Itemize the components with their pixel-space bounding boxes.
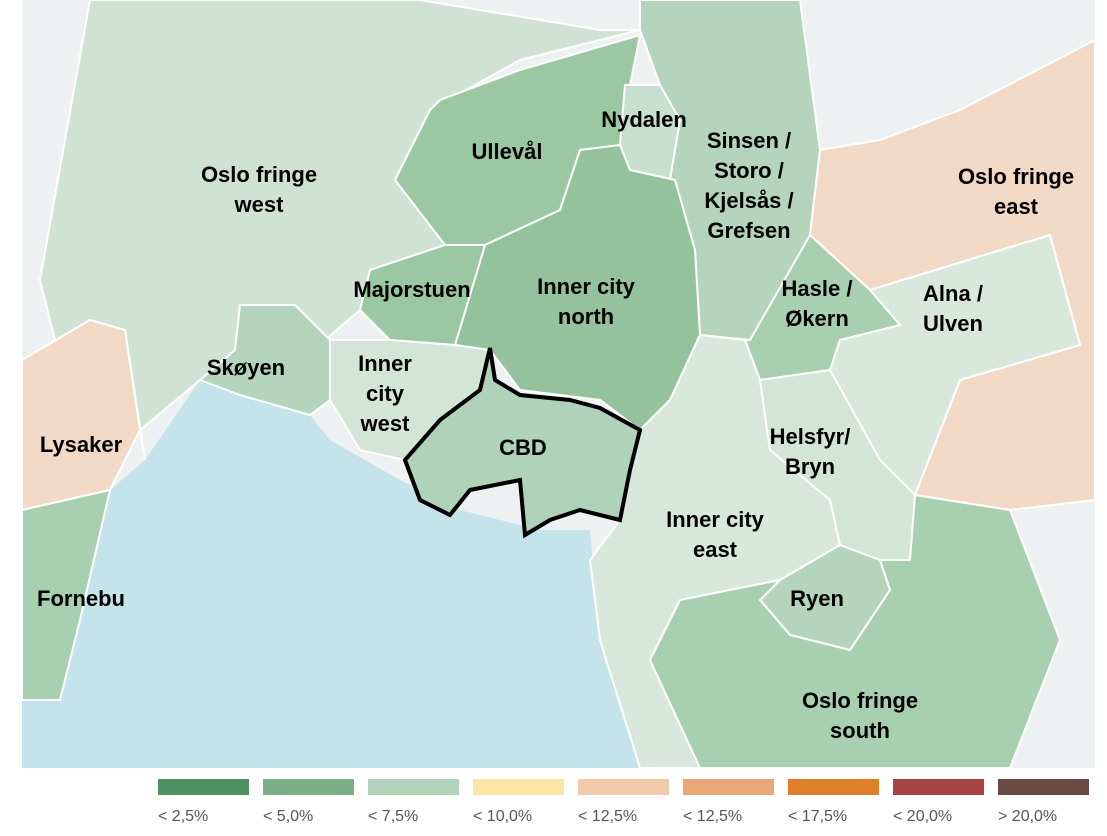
region-label: city (366, 381, 405, 406)
legend-label: < 12,5% (578, 808, 637, 825)
region-label: Sinsen / (707, 128, 791, 153)
region-label: Oslo fringe (201, 162, 317, 187)
legend-swatch (368, 779, 459, 795)
region-label: Inner city (666, 507, 765, 532)
water (22, 380, 640, 768)
legend-label: < 20,0% (893, 808, 952, 825)
legend-label: < 7,5% (368, 808, 418, 825)
region-label: east (994, 194, 1039, 219)
region-label: Helsfyr/ (770, 424, 851, 449)
region-label: Økern (785, 306, 849, 331)
region-label: Fornebu (37, 586, 125, 611)
legend-label: < 5,0% (263, 808, 313, 825)
region-label: Oslo fringe (802, 688, 918, 713)
legend-swatch (683, 779, 774, 795)
region-label: Hasle / (782, 276, 853, 301)
legend-label: < 2,5% (158, 808, 208, 825)
region-labels: Oslo fringe west Ullevål Nydalen Sinsen / Sto… (37, 107, 1074, 743)
region-area (402, 347, 643, 539)
region-area (198, 304, 331, 417)
region-label: Oslo fringe (958, 164, 1074, 189)
region-label: Lysaker (40, 432, 123, 457)
legend-swatch (473, 779, 564, 795)
region-label: Storo / (714, 158, 784, 183)
legend-label: < 12,5% (683, 808, 742, 825)
region-label: west (234, 192, 285, 217)
region-label: Grefsen (707, 218, 790, 243)
legend-label: < 17,5% (788, 808, 847, 825)
legend-swatch (578, 779, 669, 795)
region-label: Ulven (923, 311, 983, 336)
region-label: Inner (358, 351, 412, 376)
legend-swatch (998, 779, 1089, 795)
legend-swatch (263, 779, 354, 795)
legend-swatch (158, 779, 249, 795)
region-label: Nydalen (601, 107, 687, 132)
region-label: Ullevål (472, 139, 543, 164)
region-label: west (360, 411, 411, 436)
region-area (21, 488, 112, 701)
region-label: Bryn (785, 454, 835, 479)
region-label: Majorstuen (353, 277, 470, 302)
region-label: east (693, 537, 738, 562)
region-label: south (830, 718, 890, 743)
region-label: Alna / (923, 281, 983, 306)
region-label: Kjelsås / (704, 188, 793, 213)
legend-label: < 10,0% (473, 808, 532, 825)
region-label: Skøyen (207, 355, 285, 380)
legend-label: > 20,0% (998, 808, 1057, 825)
legend-swatch (788, 779, 879, 795)
region-area (648, 493, 1062, 769)
region-label: north (558, 304, 614, 329)
region-label: CBD (499, 435, 547, 460)
legend-swatch (893, 779, 984, 795)
region-label: Inner city (537, 274, 636, 299)
region-label: Ryen (790, 586, 844, 611)
regions (21, 0, 1096, 769)
legend: < 2,5% < 5,0% < 7,5% < 10,0% < 12,5% < 12,5% <… (158, 779, 1089, 825)
